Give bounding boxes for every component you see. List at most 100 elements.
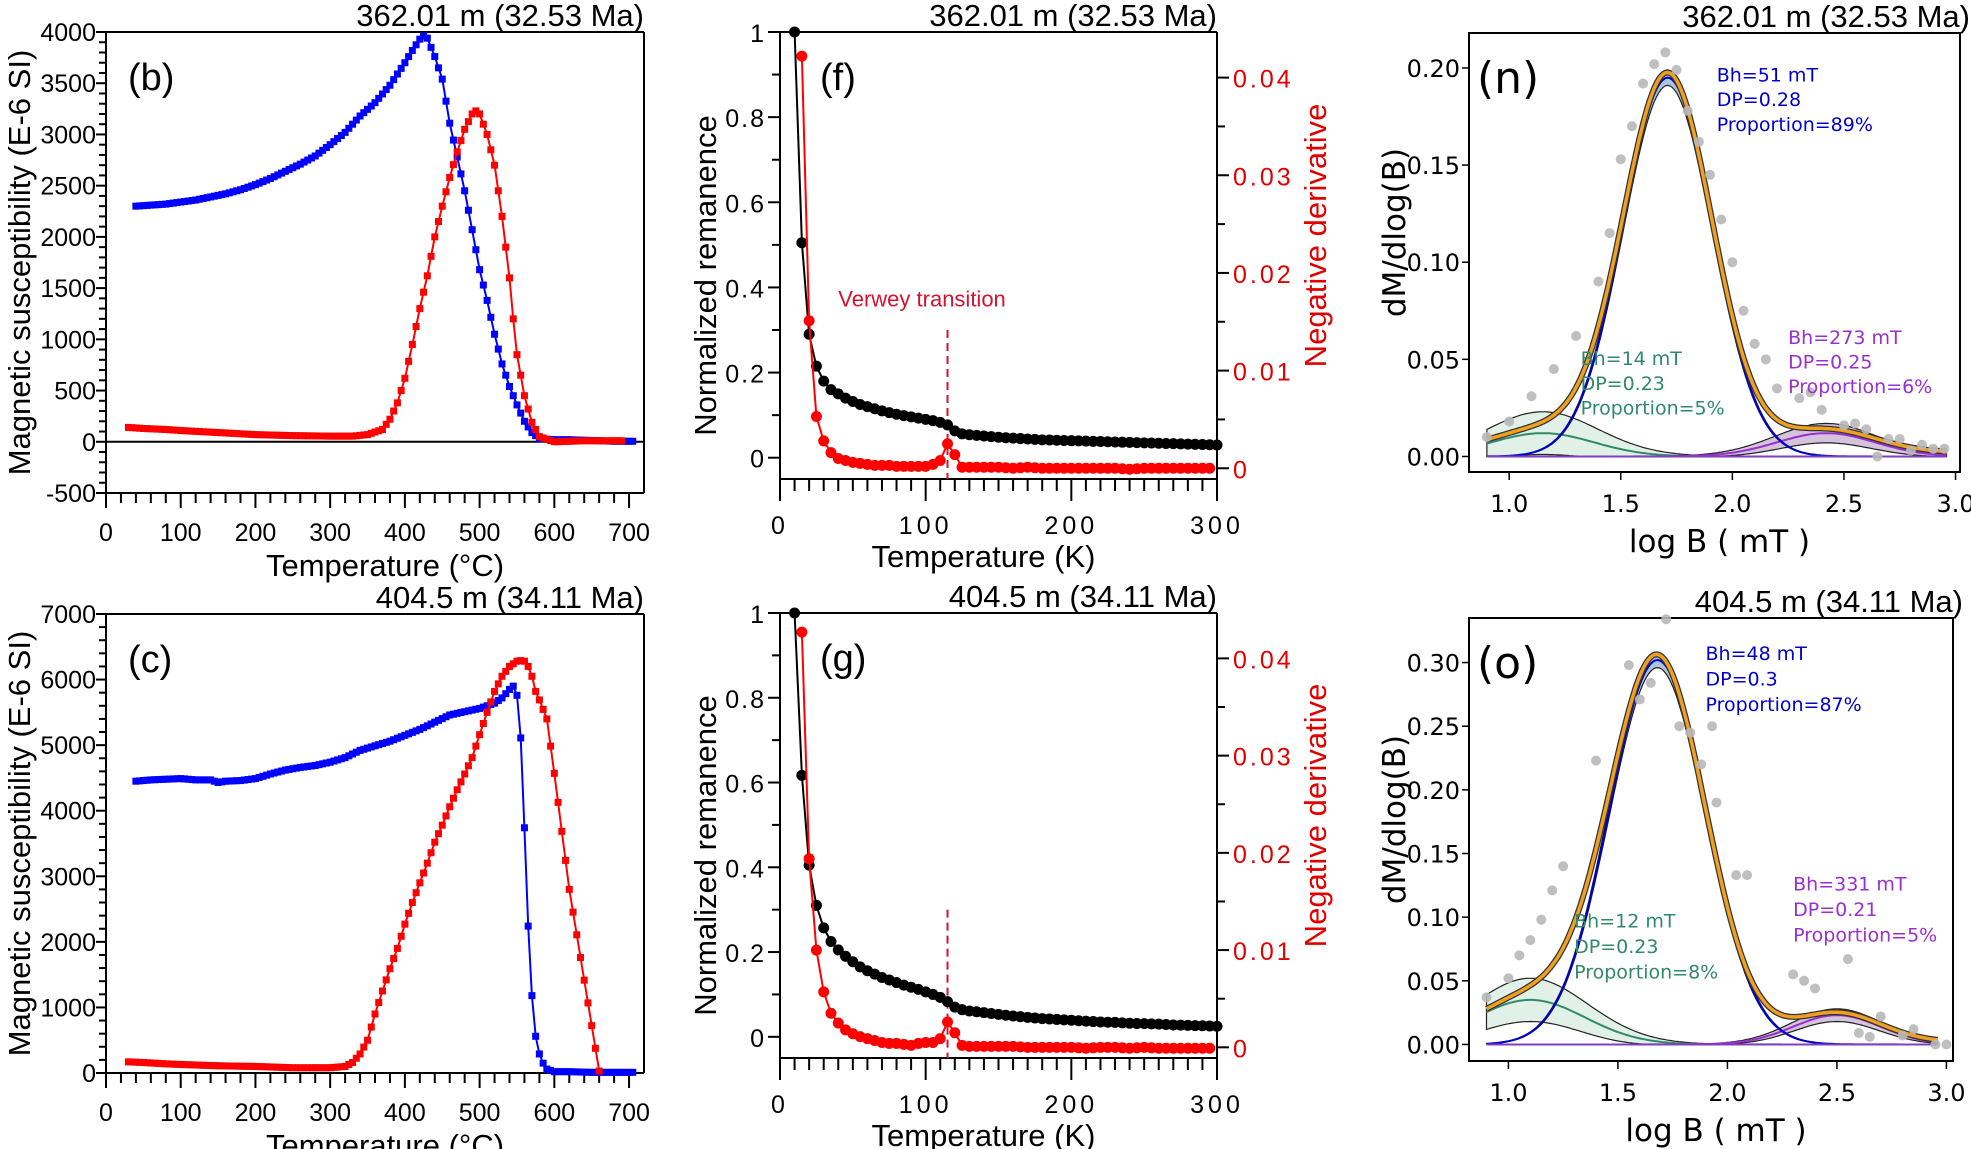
data-point xyxy=(1525,935,1536,946)
data-point xyxy=(158,425,166,433)
data-point xyxy=(524,662,532,670)
data-point xyxy=(550,1068,558,1076)
data-point xyxy=(315,149,323,157)
data-point xyxy=(479,720,487,728)
data-point xyxy=(151,1059,159,1067)
data-point xyxy=(427,849,435,857)
y-axis-title: dM/dlog(B) xyxy=(1377,148,1413,317)
data-point xyxy=(274,768,282,776)
data-point xyxy=(796,50,808,62)
data-point xyxy=(319,1064,327,1072)
data-point xyxy=(326,1064,334,1072)
data-point xyxy=(1503,973,1514,984)
data-point xyxy=(248,775,256,783)
data-point xyxy=(285,432,293,440)
data-point xyxy=(1805,387,1816,398)
data-point xyxy=(472,246,480,254)
data-point xyxy=(547,1066,555,1074)
data-point xyxy=(266,174,274,182)
data-point xyxy=(547,742,555,750)
data-point xyxy=(509,315,517,323)
data-point xyxy=(364,1036,372,1044)
data-point xyxy=(1727,257,1738,268)
y-tick-label: 2000 xyxy=(40,929,96,957)
panel-label: (c) xyxy=(128,639,172,681)
panel-title: 362.01 m (32.53 Ma) xyxy=(356,0,644,33)
data-point xyxy=(498,360,506,368)
data-point xyxy=(431,233,439,241)
data-point xyxy=(803,315,815,327)
data-point xyxy=(818,986,830,998)
data-point xyxy=(1623,660,1634,671)
data-point xyxy=(1872,451,1883,462)
series-cooling xyxy=(124,107,626,446)
data-point xyxy=(203,428,211,436)
data-point xyxy=(412,889,420,897)
x-axis-title: log B ( mT ) xyxy=(1629,524,1810,560)
data-point xyxy=(554,438,562,446)
data-point xyxy=(162,200,170,208)
data-point xyxy=(595,1067,603,1075)
data-point xyxy=(188,776,196,784)
data-point xyxy=(151,201,159,209)
data-point xyxy=(364,105,372,113)
data-point xyxy=(132,424,140,432)
x-tick-label: 700 xyxy=(608,519,650,547)
x-tick-label: 300 xyxy=(1190,1091,1244,1119)
y-tick-label: 1500 xyxy=(40,275,96,303)
data-point xyxy=(1731,870,1742,881)
component-label: Bh=14 mT xyxy=(1581,348,1683,370)
data-point xyxy=(270,173,278,181)
data-point xyxy=(345,1060,353,1068)
data-point xyxy=(532,1032,540,1040)
sum-curve xyxy=(1486,70,1947,454)
left-tick-label: 1 xyxy=(750,601,766,629)
x-tick-label: 100 xyxy=(899,512,953,540)
right-tick-label: 0.02 xyxy=(1233,261,1294,289)
data-point xyxy=(464,762,472,770)
data-point xyxy=(494,680,502,688)
data-point xyxy=(610,1068,618,1076)
data-point xyxy=(278,431,286,439)
right-tick-label: 0.03 xyxy=(1233,744,1294,772)
data-point xyxy=(405,909,413,917)
data-point xyxy=(311,761,319,769)
data-point xyxy=(457,778,465,786)
data-point xyxy=(535,696,543,704)
data-point xyxy=(382,420,390,428)
data-point xyxy=(203,776,211,784)
data-point xyxy=(569,437,577,445)
data-point xyxy=(378,987,386,995)
data-point xyxy=(263,771,271,779)
data-point xyxy=(565,437,573,445)
data-point xyxy=(565,885,573,893)
data-point xyxy=(162,425,170,433)
data-point xyxy=(401,731,409,739)
panel-o-coercivity-unmixing-chart: 0.00 0.05 0.10 0.15 0.20 0.25 0.30 1.0 1.5 2.0 2.5… xyxy=(1377,584,1966,1149)
data-point xyxy=(207,776,215,784)
series-remanence xyxy=(789,26,1223,451)
x-tick-label: 2.0 xyxy=(1708,1079,1746,1107)
left-tick-label: 1 xyxy=(750,20,766,48)
data-point xyxy=(184,1061,192,1069)
data-point xyxy=(352,748,360,756)
component-label: DP=0.3 xyxy=(1706,668,1778,690)
data-point xyxy=(259,1063,267,1071)
data-point xyxy=(124,1058,132,1066)
data-point xyxy=(210,1062,218,1070)
data-point xyxy=(139,777,147,785)
data-point xyxy=(195,428,203,436)
y-tick-label: 1000 xyxy=(40,326,96,354)
data-point xyxy=(293,162,301,170)
data-point xyxy=(166,426,174,434)
data-point xyxy=(1671,64,1682,75)
data-point xyxy=(285,1064,293,1072)
data-point xyxy=(614,437,622,445)
data-point xyxy=(136,1058,144,1066)
data-point xyxy=(603,437,611,445)
right-tick-label: 0 xyxy=(1233,1035,1250,1063)
data-point xyxy=(825,935,837,947)
right-tick-label: 0.02 xyxy=(1233,841,1294,869)
data-point xyxy=(1930,1039,1941,1050)
data-point xyxy=(296,432,304,440)
